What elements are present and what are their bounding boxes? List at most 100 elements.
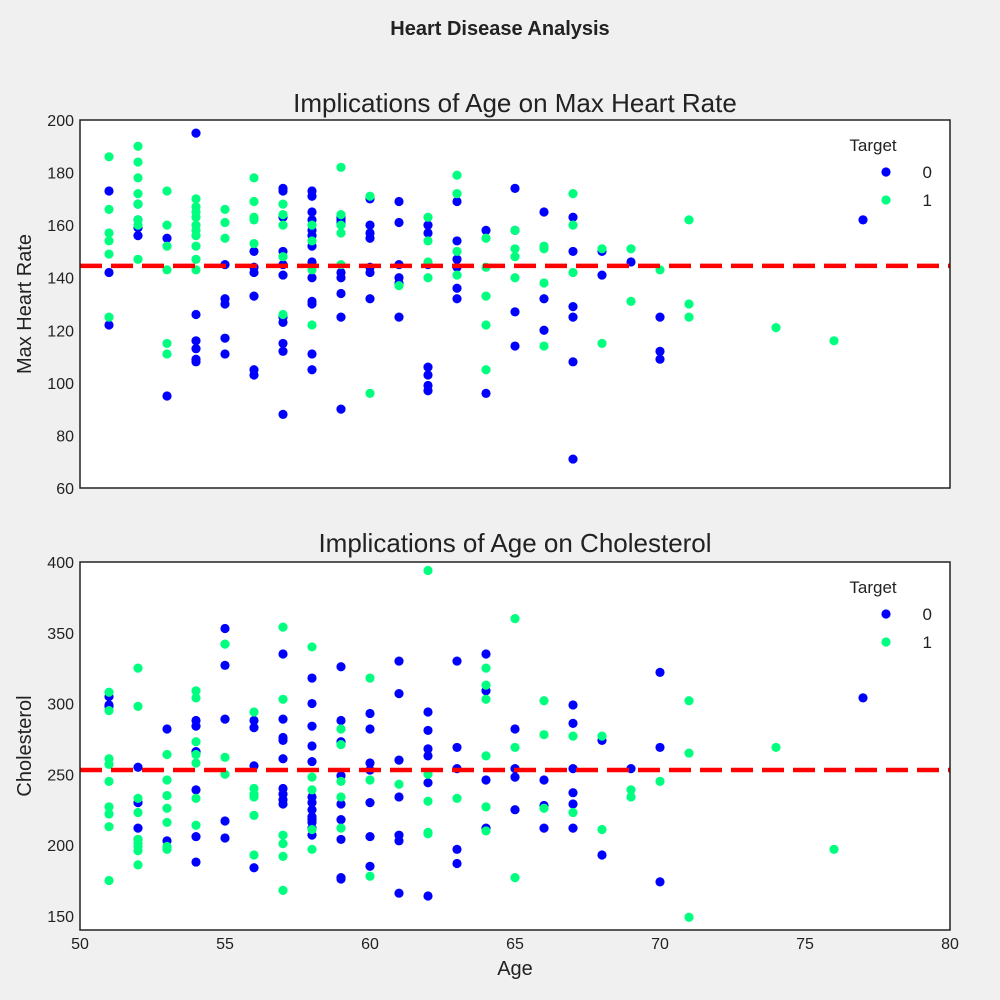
scatter-point-target-0: [307, 191, 317, 201]
chart-title: Implications of Age on Max Heart Rate: [293, 88, 737, 118]
scatter-point-target-0: [481, 388, 491, 398]
legend-marker-1: [881, 637, 891, 647]
y-tick-label: 160: [47, 218, 74, 235]
scatter-point-target-0: [365, 758, 375, 768]
scatter-point-target-0: [104, 267, 114, 278]
legend: Target 0 1: [849, 578, 932, 652]
scatter-point-target-1: [104, 822, 114, 832]
scatter-point-target-0: [423, 228, 433, 238]
scatter-point-target-0: [423, 778, 433, 788]
scatter-point-target-0: [655, 346, 665, 356]
scatter-point-target-0: [133, 762, 143, 772]
scatter-point-target-0: [220, 299, 230, 309]
scatter-point-target-1: [423, 273, 433, 283]
scatter-point-target-1: [423, 565, 433, 576]
scatter-point-target-1: [104, 228, 114, 238]
y-tick-label: 60: [56, 481, 74, 498]
scatter-point-target-0: [452, 236, 462, 246]
scatter-point-target-0: [568, 788, 578, 798]
legend-title: Target: [849, 136, 897, 155]
scatter-point-target-1: [684, 748, 694, 758]
scatter-point-target-0: [423, 707, 433, 717]
scatter-point-target-0: [191, 128, 201, 138]
scatter-point-target-1: [365, 871, 375, 881]
scatter-point-target-0: [307, 299, 317, 309]
scatter-point-target-0: [568, 700, 578, 710]
scatter-point-target-1: [162, 220, 172, 230]
scatter-point-target-0: [220, 816, 230, 826]
scatter-point-target-0: [307, 673, 317, 683]
scatter-point-target-1: [220, 217, 230, 228]
scatter-point-target-0: [336, 799, 346, 809]
scatter-point-target-0: [336, 715, 346, 726]
scatter-point-target-1: [481, 291, 491, 301]
scatter-point-target-0: [278, 799, 288, 809]
scatter-point-target-1: [539, 244, 549, 254]
scatter-point-target-0: [336, 288, 346, 299]
scatter-point-target-1: [452, 170, 462, 180]
scatter-point-target-1: [162, 241, 172, 251]
scatter-point-target-1: [597, 824, 607, 835]
scatter-point-target-0: [539, 823, 549, 833]
scatter-point-target-1: [539, 696, 549, 706]
axes-frame: [79, 119, 951, 489]
scatter-point-target-0: [365, 708, 375, 719]
scatter-point-target-1: [133, 157, 143, 167]
legend: Target 0 1: [849, 136, 932, 210]
scatter-point-target-1: [423, 796, 433, 806]
axes-frame: [79, 561, 951, 931]
scatter-point-target-0: [220, 833, 230, 843]
y-tick-label: 350: [47, 626, 74, 643]
scatter-point-target-1: [191, 758, 201, 768]
scatter-point-target-1: [307, 824, 317, 835]
scatter-point-target-0: [191, 357, 201, 367]
scatter-point-target-1: [481, 694, 491, 704]
scatter-point-target-0: [597, 850, 607, 860]
scatter-point-target-0: [104, 186, 114, 196]
scatter-point-target-0: [568, 454, 578, 464]
scatter-point-target-1: [133, 141, 143, 151]
x-tick-label: 80: [941, 936, 959, 953]
scatter-point-target-0: [452, 844, 462, 854]
scatter-point-target-1: [104, 687, 114, 697]
scatter-point-target-0: [249, 863, 259, 873]
scatter-point-target-1: [568, 189, 578, 199]
scatter-point-target-1: [249, 196, 259, 207]
scatter-point-target-1: [626, 785, 636, 795]
scatter-point-target-0: [423, 362, 433, 372]
scatter-point-target-1: [104, 706, 114, 716]
scatter-point-target-0: [394, 836, 404, 846]
scatter-point-target-0: [249, 267, 259, 278]
scatter-point-target-0: [452, 294, 462, 304]
scatter-point-target-0: [394, 888, 404, 898]
y-tick-label: 100: [47, 376, 74, 393]
scatter-point-target-0: [452, 254, 462, 264]
scatter-point-target-1: [249, 707, 259, 717]
scatter-point-target-1: [278, 622, 288, 632]
scatter-point-target-1: [307, 785, 317, 795]
scatter-point-target-0: [278, 735, 288, 745]
scatter-point-target-1: [162, 265, 172, 275]
scatter-point-target-1: [510, 873, 520, 883]
legend-label: 1: [923, 633, 932, 652]
plot-area: [80, 120, 950, 488]
scatter-point-target-1: [104, 875, 114, 886]
scatter-point-target-0: [423, 751, 433, 761]
scatter-point-target-1: [133, 807, 143, 818]
scatter-point-target-0: [278, 649, 288, 659]
scatter-point-target-1: [249, 238, 259, 249]
scatter-point-target-1: [829, 844, 839, 854]
scatter-point-target-1: [162, 790, 172, 801]
scatter-point-target-0: [394, 689, 404, 699]
scatter-point-target-1: [481, 826, 491, 836]
scatter-point-target-0: [539, 207, 549, 217]
scatter-point-target-0: [452, 858, 462, 869]
scatter-point-target-1: [133, 860, 143, 870]
scatter-point-target-1: [278, 210, 288, 220]
scatter-point-target-0: [162, 724, 172, 734]
x-tick-label: 60: [361, 936, 379, 953]
points-layer: [104, 565, 868, 922]
scatter-point-target-0: [307, 365, 317, 375]
scatter-point-target-1: [133, 173, 143, 183]
